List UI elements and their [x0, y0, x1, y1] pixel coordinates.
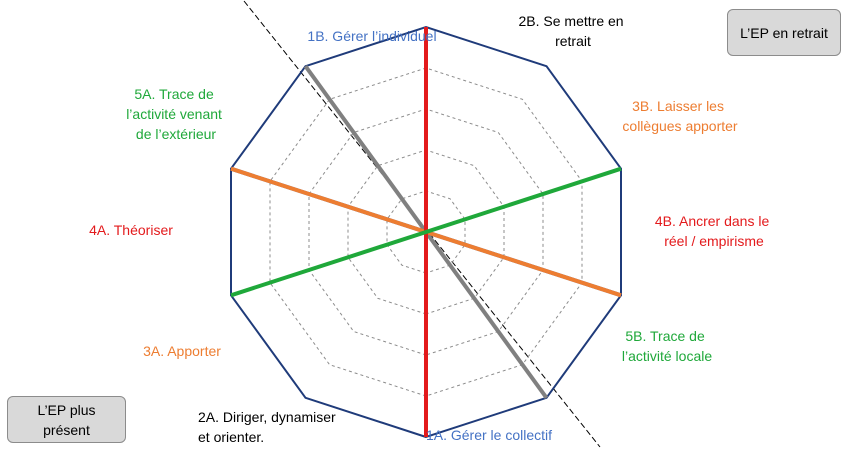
axis-5-line	[230, 166, 622, 298]
axis-labels: 1B. Gérer l’individuel 2B. Se mettre en …	[89, 13, 773, 445]
ep-en-retrait-box: L’EP en retrait	[727, 9, 841, 56]
label-3b: 3B. Laisser les collègues apporter	[622, 98, 738, 134]
label-1a: 1A. Gérer le collectif	[426, 427, 552, 443]
ep-plus-present-line-2: présent	[43, 422, 90, 438]
label-5b: 5B. Trace de l’activité locale	[622, 328, 712, 364]
label-5a: 5A. Trace de l’activité venant de l’exté…	[126, 86, 226, 142]
label-4b: 4B. Ancrer dans le réel / empirisme	[655, 213, 773, 249]
ep-plus-present-box: L’EP plus présent	[7, 396, 126, 443]
label-1b: 1B. Gérer l’individuel	[307, 28, 436, 44]
label-2b: 2B. Se mettre en retrait	[519, 13, 628, 49]
ep-en-retrait-text: L’EP en retrait	[740, 25, 828, 41]
label-2a: 2A. Diriger, dynamiser et orienter.	[198, 409, 340, 445]
axis-lines	[230, 27, 622, 437]
ep-plus-present-line-1: L’EP plus	[37, 402, 96, 418]
diagonal-divider-line	[243, 0, 601, 448]
label-4a: 4A. Théoriser	[89, 222, 173, 238]
label-3a: 3A. Apporter	[143, 343, 221, 359]
